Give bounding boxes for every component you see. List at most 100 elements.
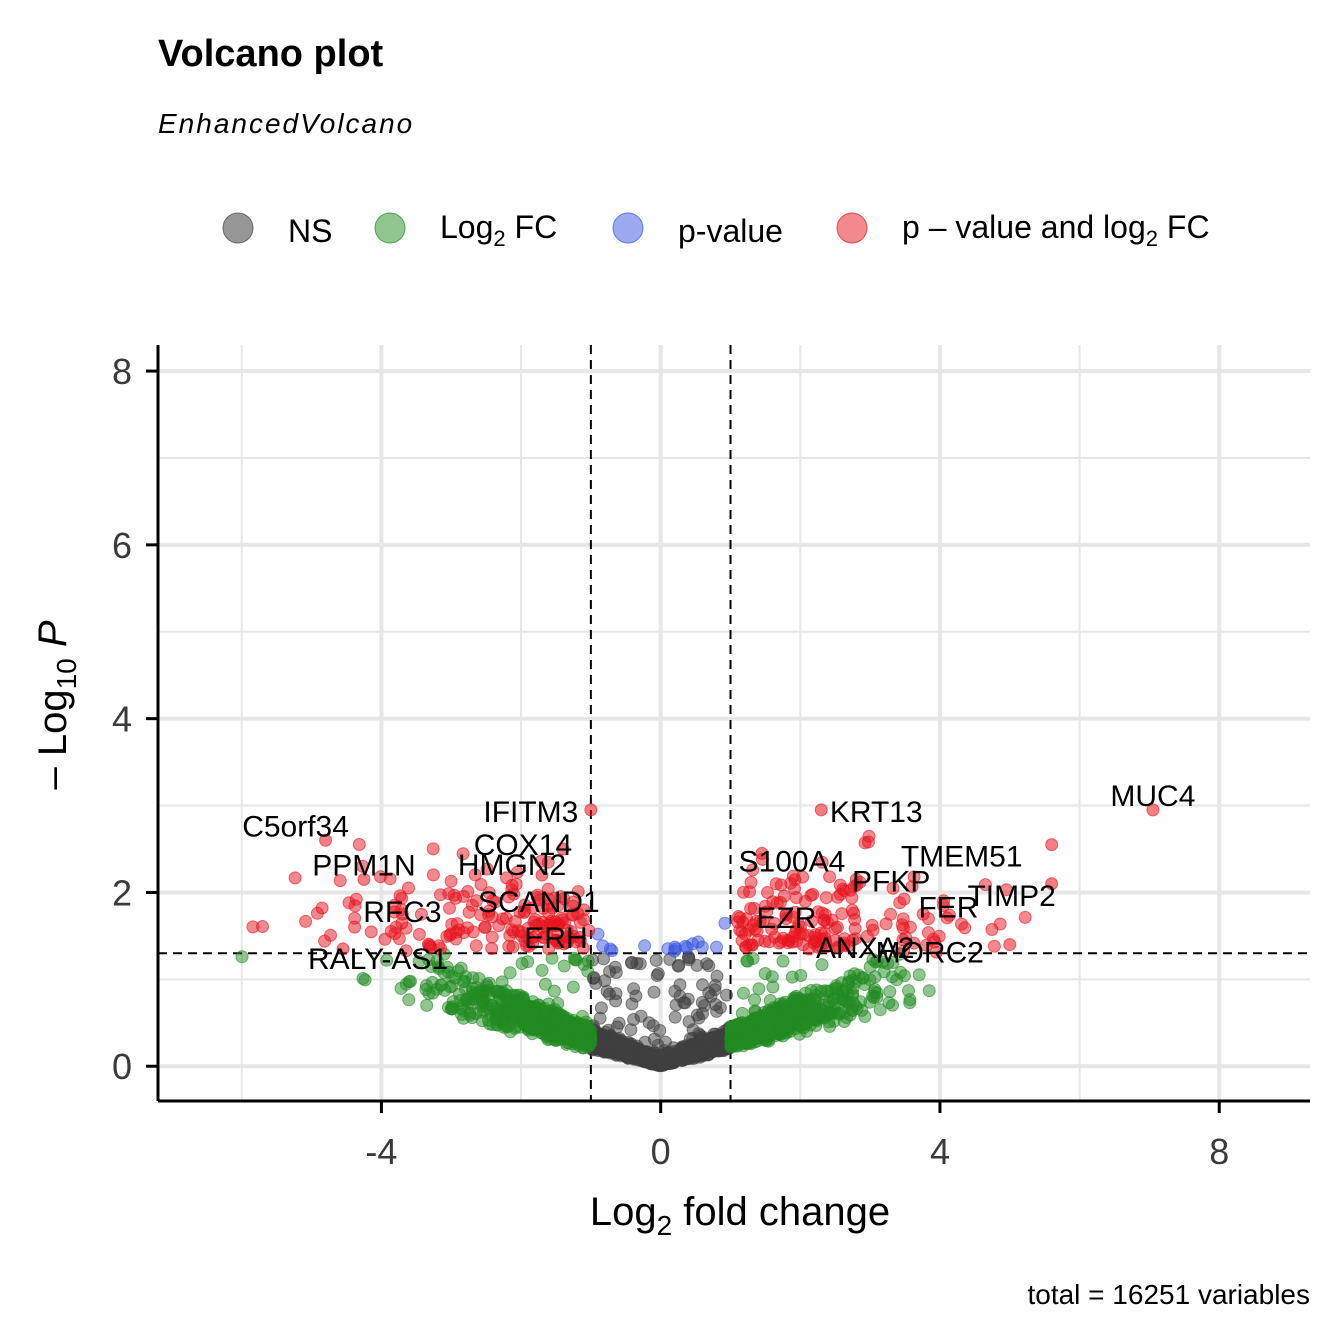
point-ns — [653, 1024, 667, 1037]
x-axis-title: Log2 fold change — [590, 1190, 890, 1241]
gene-label: TIMP2 — [967, 880, 1055, 913]
point-ns — [625, 997, 639, 1011]
point-both — [469, 939, 483, 953]
point-fc — [809, 1019, 823, 1032]
point-ns — [636, 1052, 650, 1066]
point-fc — [575, 1021, 589, 1035]
point-ns — [624, 1023, 638, 1037]
point-fc — [817, 998, 831, 1012]
point-fc — [434, 978, 448, 992]
point-both — [769, 877, 783, 891]
point-both — [796, 938, 810, 952]
point-fc — [776, 954, 790, 968]
point-ns — [634, 1009, 648, 1023]
legend-label-both: p – value and log2 FC — [902, 209, 1210, 251]
y-axis-title: – Log10 P — [31, 620, 82, 789]
point-fc — [804, 984, 818, 997]
grid — [158, 345, 1310, 1101]
gene-label: RALY-AS1 — [308, 943, 448, 976]
point-ns — [702, 959, 716, 973]
point-ns — [649, 953, 663, 967]
point-fc — [765, 970, 779, 984]
point-both — [412, 927, 426, 941]
point-ns — [608, 960, 622, 974]
point-fc — [748, 993, 762, 1007]
point-both — [987, 939, 1001, 953]
point-fc — [922, 984, 936, 998]
points-ns — [584, 950, 737, 1073]
point-fc — [773, 1023, 787, 1037]
point-ns — [668, 1010, 682, 1024]
point-ns — [695, 996, 709, 1009]
point-fc — [835, 992, 849, 1006]
point-fc — [566, 980, 580, 994]
legend-label-p: p-value — [678, 213, 783, 249]
point-ns — [673, 978, 687, 992]
point-ns — [647, 985, 661, 999]
point-both — [502, 939, 516, 953]
point-both — [349, 892, 363, 906]
point-both — [819, 891, 833, 905]
point-p — [596, 939, 610, 953]
point-fc — [751, 1014, 765, 1028]
point-ns — [677, 996, 691, 1010]
point-p — [718, 916, 732, 930]
point-fc — [497, 1014, 510, 1028]
highlighted-point — [1003, 938, 1017, 952]
point-both — [449, 932, 463, 946]
point-fc — [737, 986, 750, 1000]
point-both — [742, 938, 756, 952]
point-fc — [843, 969, 857, 983]
legend-marker-both — [836, 212, 868, 244]
point-fc — [557, 1032, 571, 1046]
gene-label: ERH — [524, 922, 587, 955]
gene-label: HMGN2 — [458, 849, 566, 882]
points-fc — [235, 947, 936, 1055]
point-both — [299, 914, 313, 928]
point-fc — [523, 1009, 537, 1023]
point-fc — [399, 977, 413, 991]
point-fc — [538, 977, 552, 991]
y-tick-label: 6 — [112, 525, 132, 566]
legend-marker-fc — [374, 212, 406, 244]
point-fc — [557, 959, 571, 973]
point-both — [806, 887, 820, 901]
point-fc — [466, 971, 480, 985]
point-both — [1018, 910, 1032, 924]
point-fc — [837, 1006, 851, 1020]
highlighted-point — [814, 803, 828, 817]
point-both — [993, 917, 1007, 931]
x-tick-label: 8 — [1209, 1131, 1229, 1172]
gene-label: MUC4 — [1110, 780, 1195, 813]
point-fc — [785, 970, 799, 984]
point-fc — [475, 999, 488, 1013]
caption: total = 16251 variables — [1027, 1279, 1310, 1310]
point-fc — [789, 1004, 803, 1018]
point-p — [638, 939, 652, 953]
point-both — [426, 842, 440, 856]
point-both — [462, 905, 476, 919]
x-tick-label: 4 — [930, 1131, 950, 1172]
point-ns — [708, 983, 722, 997]
point-fc — [756, 1033, 770, 1047]
point-fc — [846, 989, 860, 1002]
point-ns — [624, 956, 638, 970]
legend-marker-ns — [222, 212, 254, 244]
legend: NS Log2 FC p-value p – value and log2 FC — [222, 209, 1210, 251]
point-fc — [510, 1001, 524, 1015]
point-ns — [669, 1050, 682, 1063]
point-both — [426, 868, 440, 882]
x-tick-label: 0 — [651, 1131, 671, 1172]
point-fc — [235, 950, 249, 964]
point-fc — [535, 963, 549, 977]
gene-label: SCAND1 — [478, 886, 600, 919]
point-ns — [601, 1039, 615, 1052]
point-fc — [455, 1008, 468, 1021]
point-both — [837, 884, 851, 898]
point-fc — [572, 1035, 586, 1049]
point-fc — [568, 953, 582, 967]
chart-subtitle: EnhancedVolcano — [158, 108, 414, 139]
legend-marker-p — [612, 212, 644, 244]
gene-label: KRT13 — [830, 796, 923, 829]
y-tick-label: 2 — [112, 872, 132, 913]
